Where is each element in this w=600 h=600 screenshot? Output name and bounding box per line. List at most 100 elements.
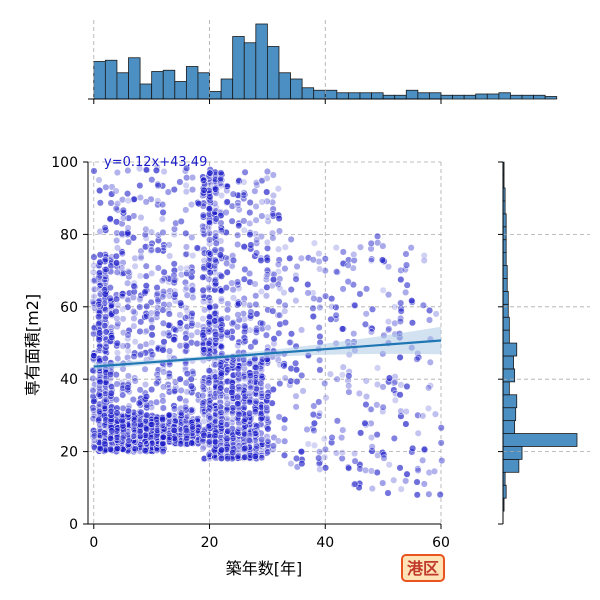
scatter-point xyxy=(368,443,376,451)
scatter-point xyxy=(114,301,122,309)
scatter-point xyxy=(328,295,336,303)
scatter-point xyxy=(205,339,213,347)
scatter-point xyxy=(274,437,282,445)
top-histogram-bar xyxy=(486,93,500,100)
scatter-point xyxy=(153,290,162,298)
scatter-point xyxy=(199,392,207,400)
right-marginal-histogram xyxy=(498,161,590,525)
scatter-point xyxy=(108,333,116,342)
scatter-point xyxy=(159,228,167,237)
scatter-point xyxy=(322,394,330,402)
scatter-point xyxy=(119,329,128,337)
scatter-point xyxy=(235,410,243,419)
scatter-point xyxy=(106,294,114,302)
top-histogram-bar xyxy=(197,72,210,100)
scatter-point xyxy=(425,384,433,392)
scatter-point xyxy=(251,408,259,416)
scatter-point xyxy=(187,439,196,447)
scatter-points xyxy=(89,163,446,499)
top-histogram-bar xyxy=(93,61,106,100)
scatter-point xyxy=(245,359,253,368)
scatter-point xyxy=(160,425,168,433)
scatter-point xyxy=(187,201,196,209)
scatter-point xyxy=(257,379,265,387)
scatter-point xyxy=(89,374,97,382)
scatter-point xyxy=(165,310,173,318)
scatter-point xyxy=(205,366,213,375)
scatter-point xyxy=(397,485,405,493)
scatter-point xyxy=(396,353,404,361)
scatter-point xyxy=(217,454,226,462)
scatter-point xyxy=(315,454,323,462)
top-histogram-bar xyxy=(394,94,407,100)
scatter-point xyxy=(247,343,255,351)
scatter-point xyxy=(240,243,248,251)
scatter-point xyxy=(297,254,305,262)
scatter-point xyxy=(95,407,104,416)
scatter-point xyxy=(159,208,167,216)
top-histogram-bar xyxy=(255,23,268,100)
scatter-point xyxy=(199,331,207,339)
scatter-point xyxy=(113,349,122,357)
scatter-point xyxy=(223,435,231,443)
top-histogram-bar xyxy=(510,94,523,100)
scatter-point xyxy=(217,227,225,235)
scatter-point xyxy=(252,216,260,224)
scatter-point xyxy=(102,275,110,284)
scatter-point xyxy=(142,393,151,401)
scatter-point xyxy=(159,447,167,456)
scatter-point xyxy=(137,318,145,326)
scatter-point xyxy=(143,404,151,412)
scatter-point xyxy=(391,303,399,311)
scatter-point xyxy=(350,330,358,338)
scatter-point xyxy=(310,426,318,435)
scatter-point xyxy=(183,291,191,299)
scatter-point xyxy=(170,225,179,233)
scatter-point xyxy=(234,393,242,401)
scatter-point xyxy=(298,371,306,379)
scatter-point xyxy=(154,303,162,311)
scatter-point xyxy=(142,282,150,290)
scatter-point xyxy=(96,329,104,337)
scatter-point xyxy=(124,372,132,380)
scatter-point xyxy=(182,229,190,237)
top-histogram-bar xyxy=(185,66,199,100)
scatter-point xyxy=(414,466,422,475)
scatter-point xyxy=(211,454,219,462)
scatter-point xyxy=(424,404,433,412)
scatter-point xyxy=(269,234,277,242)
scatter-point xyxy=(199,176,207,184)
scatter-point xyxy=(124,279,132,287)
scatter-point xyxy=(234,311,242,319)
scatter-point xyxy=(183,370,191,378)
scatter-point xyxy=(339,248,347,256)
scatter-point xyxy=(333,375,341,383)
top-histogram-bar xyxy=(278,72,291,100)
scatter-point xyxy=(206,386,214,394)
scatter-point xyxy=(199,444,207,452)
top-histogram-bar xyxy=(313,89,326,100)
scatter-point xyxy=(153,379,161,387)
scatter-point xyxy=(166,252,174,260)
scatter-point xyxy=(351,301,359,309)
scatter-point xyxy=(264,324,272,332)
scatter-point xyxy=(276,361,284,369)
scatter-point xyxy=(241,375,249,383)
scatter-point xyxy=(96,258,104,266)
scatter-point xyxy=(390,476,398,484)
scatter-point xyxy=(171,387,179,395)
scatter-point xyxy=(176,394,184,403)
scatter-point xyxy=(199,226,207,234)
scatter-point xyxy=(136,272,144,280)
scatter-point xyxy=(166,417,174,425)
scatter-point xyxy=(385,325,393,333)
scatter-point xyxy=(397,276,405,284)
scatter-point xyxy=(181,278,190,287)
scatter-point xyxy=(430,467,439,475)
scatter-point xyxy=(142,340,150,348)
scatter-point xyxy=(229,286,237,294)
scatter-point xyxy=(229,434,237,442)
scatter-point xyxy=(356,290,364,298)
scatter-point xyxy=(125,269,133,277)
scatter-point xyxy=(367,257,375,265)
